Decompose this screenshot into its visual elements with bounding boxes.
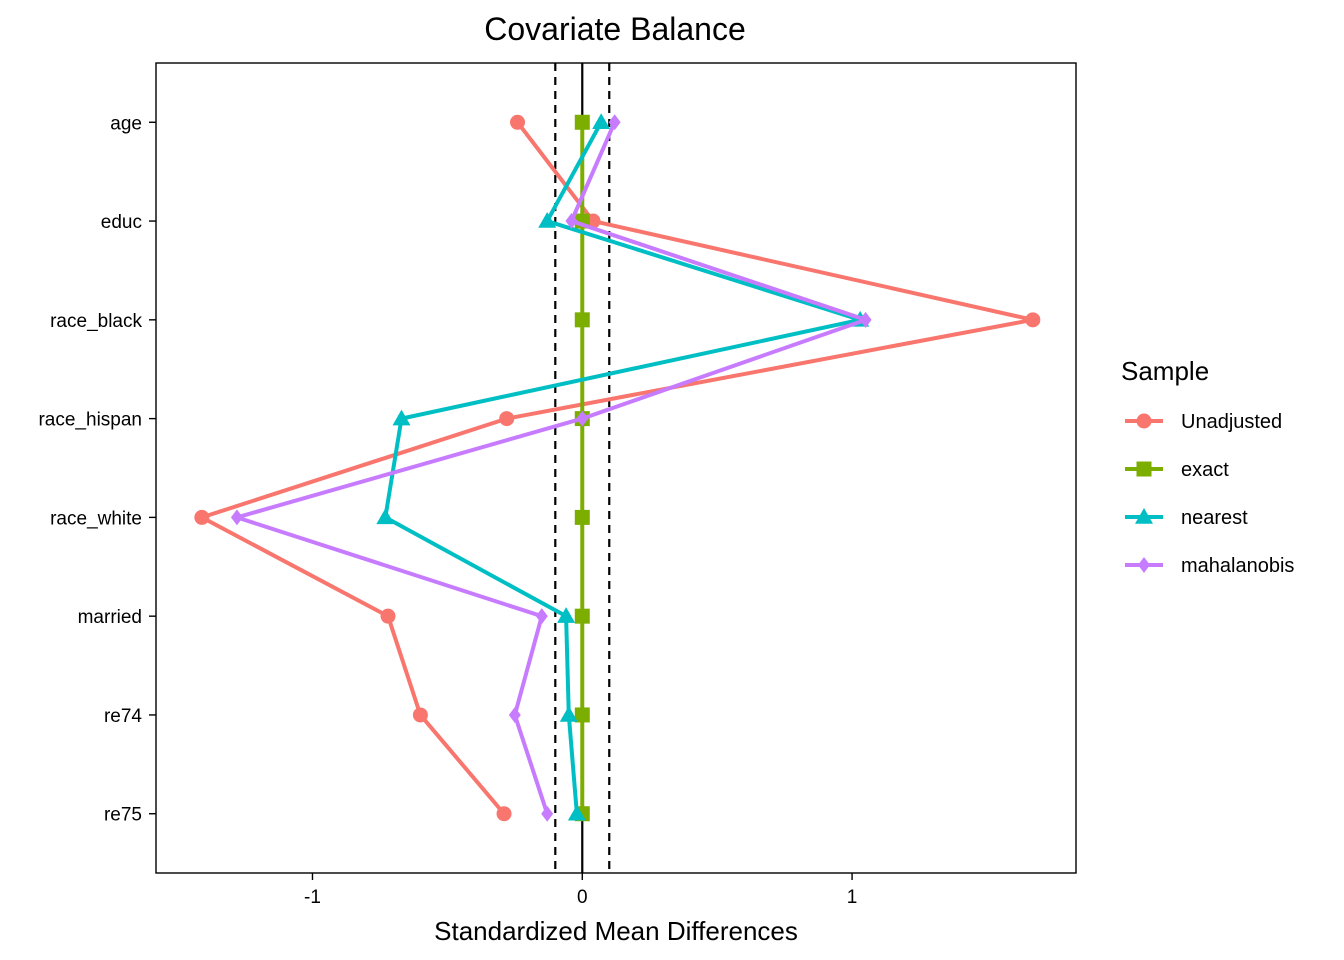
legend: Unadjusted exact nearest mahalanobis: [1125, 411, 1294, 577]
legend-swatch-marker: [1136, 461, 1152, 477]
point-mahalanobis-age: [608, 114, 621, 131]
y-axis: age educ race_black race_hispan race_whitema…: [38, 113, 156, 826]
point-nearest-married: [557, 607, 576, 623]
point-exact-race_black: [574, 312, 590, 328]
series-exact: [574, 114, 590, 822]
series-line-nearest: [383, 121, 863, 814]
point-exact-age: [574, 114, 590, 130]
x-axis-title: Standardized Mean Differences: [434, 916, 798, 946]
y-tick-label-married: married: [78, 607, 142, 628]
point-unadjusted-race_hispan: [499, 411, 515, 427]
point-nearest-re75: [567, 804, 586, 821]
legend-item-unadjusted: Unadjusted: [1125, 411, 1282, 433]
y-tick-label-race_hispan: race_hispan: [38, 410, 142, 431]
point-mahalanobis-race_black: [859, 311, 872, 328]
legend-item-exact: exact: [1125, 459, 1229, 481]
point-exact-race_white: [574, 509, 590, 525]
legend-swatch-marker: [1138, 557, 1150, 573]
point-unadjusted-race_white: [194, 509, 210, 525]
x-tick-label-0: 0: [577, 887, 588, 908]
point-unadjusted-age: [510, 114, 526, 130]
point-mahalanobis-race_white: [230, 509, 243, 526]
point-mahalanobis-re75: [541, 805, 554, 822]
plot-panel: [155, 62, 1077, 874]
point-mahalanobis-educ: [565, 213, 578, 230]
y-tick-label-age: age: [110, 113, 142, 134]
point-unadjusted-re74: [412, 707, 428, 723]
point-unadjusted-married: [380, 608, 396, 624]
series-line-unadjusted: [199, 121, 1035, 816]
series-layer: [194, 113, 1041, 822]
legend-item-nearest: nearest: [1125, 507, 1248, 529]
point-mahalanobis-married: [535, 608, 548, 625]
series-unadjusted: [194, 114, 1041, 822]
legend-title: Sample: [1121, 356, 1209, 386]
y-tick-label-race_white: race_white: [50, 508, 142, 529]
x-tick-label-1: 1: [847, 887, 858, 908]
legend-label: mahalanobis: [1181, 555, 1294, 577]
point-nearest-race_hispan: [392, 409, 411, 426]
y-tick-label-educ: educ: [101, 212, 142, 233]
point-nearest-race_white: [376, 508, 395, 525]
point-exact-married: [574, 608, 590, 624]
legend-label: nearest: [1181, 507, 1248, 529]
y-tick-label-race_black: race_black: [50, 311, 142, 332]
series-line-mahalanobis: [234, 121, 868, 815]
point-nearest-age: [592, 113, 611, 130]
legend-swatch-marker: [1136, 413, 1152, 429]
x-tick-label--1: -1: [304, 887, 321, 908]
point-mahalanobis-re74: [508, 706, 521, 723]
legend-swatch-marker: [1135, 508, 1153, 524]
y-tick-label-re74: re74: [104, 706, 142, 727]
x-axis: -1 0 1: [304, 873, 857, 908]
chart-title: Covariate Balance: [484, 11, 745, 47]
legend-item-mahalanobis: mahalanobis: [1125, 555, 1294, 577]
legend-label: exact: [1181, 459, 1229, 481]
y-tick-label-re75: re75: [104, 805, 142, 826]
point-unadjusted-re75: [496, 806, 512, 822]
series-mahalanobis: [230, 114, 872, 822]
legend-label: Unadjusted: [1181, 411, 1282, 433]
point-nearest-educ: [538, 212, 557, 228]
point-unadjusted-race_black: [1025, 312, 1041, 328]
point-mahalanobis-race_hispan: [576, 410, 589, 427]
point-exact-re74: [574, 707, 590, 723]
point-nearest-re74: [559, 705, 578, 722]
